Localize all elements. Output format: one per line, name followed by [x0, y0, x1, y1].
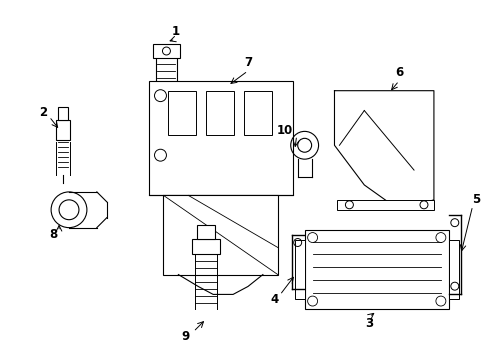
- Bar: [155, 56, 177, 125]
- Text: 1: 1: [171, 24, 179, 38]
- Text: 2: 2: [39, 106, 47, 119]
- Text: 3: 3: [365, 318, 372, 330]
- Bar: [152, 44, 180, 58]
- Text: 4: 4: [270, 293, 278, 306]
- Text: 6: 6: [394, 66, 403, 79]
- Bar: [304, 230, 448, 309]
- Bar: [158, 125, 174, 137]
- Bar: [244, 91, 271, 135]
- Bar: [294, 239, 304, 299]
- Bar: [163, 195, 277, 275]
- Bar: [197, 225, 215, 239]
- Text: 9: 9: [181, 330, 189, 343]
- Text: 7: 7: [244, 57, 251, 69]
- Bar: [148, 81, 292, 195]
- Text: 10: 10: [276, 124, 292, 137]
- Bar: [58, 107, 68, 121]
- Bar: [206, 91, 234, 135]
- Bar: [337, 200, 433, 210]
- Text: 5: 5: [471, 193, 480, 206]
- Bar: [448, 239, 458, 299]
- Text: 8: 8: [49, 228, 57, 241]
- Bar: [192, 239, 220, 255]
- Bar: [168, 91, 196, 135]
- Bar: [56, 121, 70, 140]
